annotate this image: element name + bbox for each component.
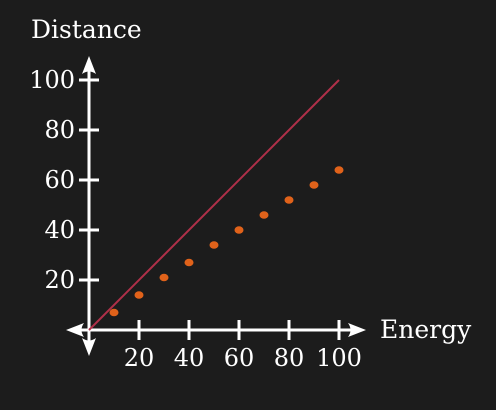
- x-tick-label: 20: [124, 344, 155, 372]
- data-point: [309, 181, 319, 189]
- y-axis-arrow-down-icon: [82, 338, 96, 356]
- x-tick-label: 100: [316, 344, 362, 372]
- x-tick-label: 40: [174, 344, 205, 372]
- data-point: [259, 211, 269, 219]
- x-axis-title: Energy: [380, 315, 472, 344]
- y-tick-label: 60: [44, 166, 75, 194]
- data-point: [334, 166, 344, 174]
- data-point: [109, 308, 119, 317]
- y-tick-label: 100: [29, 66, 75, 94]
- y-tick-label: 40: [44, 216, 75, 244]
- reference-line: [88, 79, 340, 331]
- data-point: [134, 291, 144, 299]
- x-axis-arrow-right-icon: [348, 323, 366, 337]
- data-point: [234, 226, 244, 234]
- data-point: [184, 258, 194, 267]
- x-axis-arrow-left-icon: [66, 323, 84, 337]
- data-point: [284, 196, 294, 204]
- data-point: [209, 241, 219, 249]
- x-tick-label: 80: [274, 344, 305, 372]
- y-tick-label: 20: [44, 266, 75, 294]
- y-tick-label: 80: [44, 116, 75, 144]
- data-point: [159, 273, 169, 282]
- y-axis-arrow-up-icon: [82, 56, 96, 74]
- y-axis-title: Distance: [31, 15, 142, 44]
- x-tick-label: 60: [224, 344, 255, 372]
